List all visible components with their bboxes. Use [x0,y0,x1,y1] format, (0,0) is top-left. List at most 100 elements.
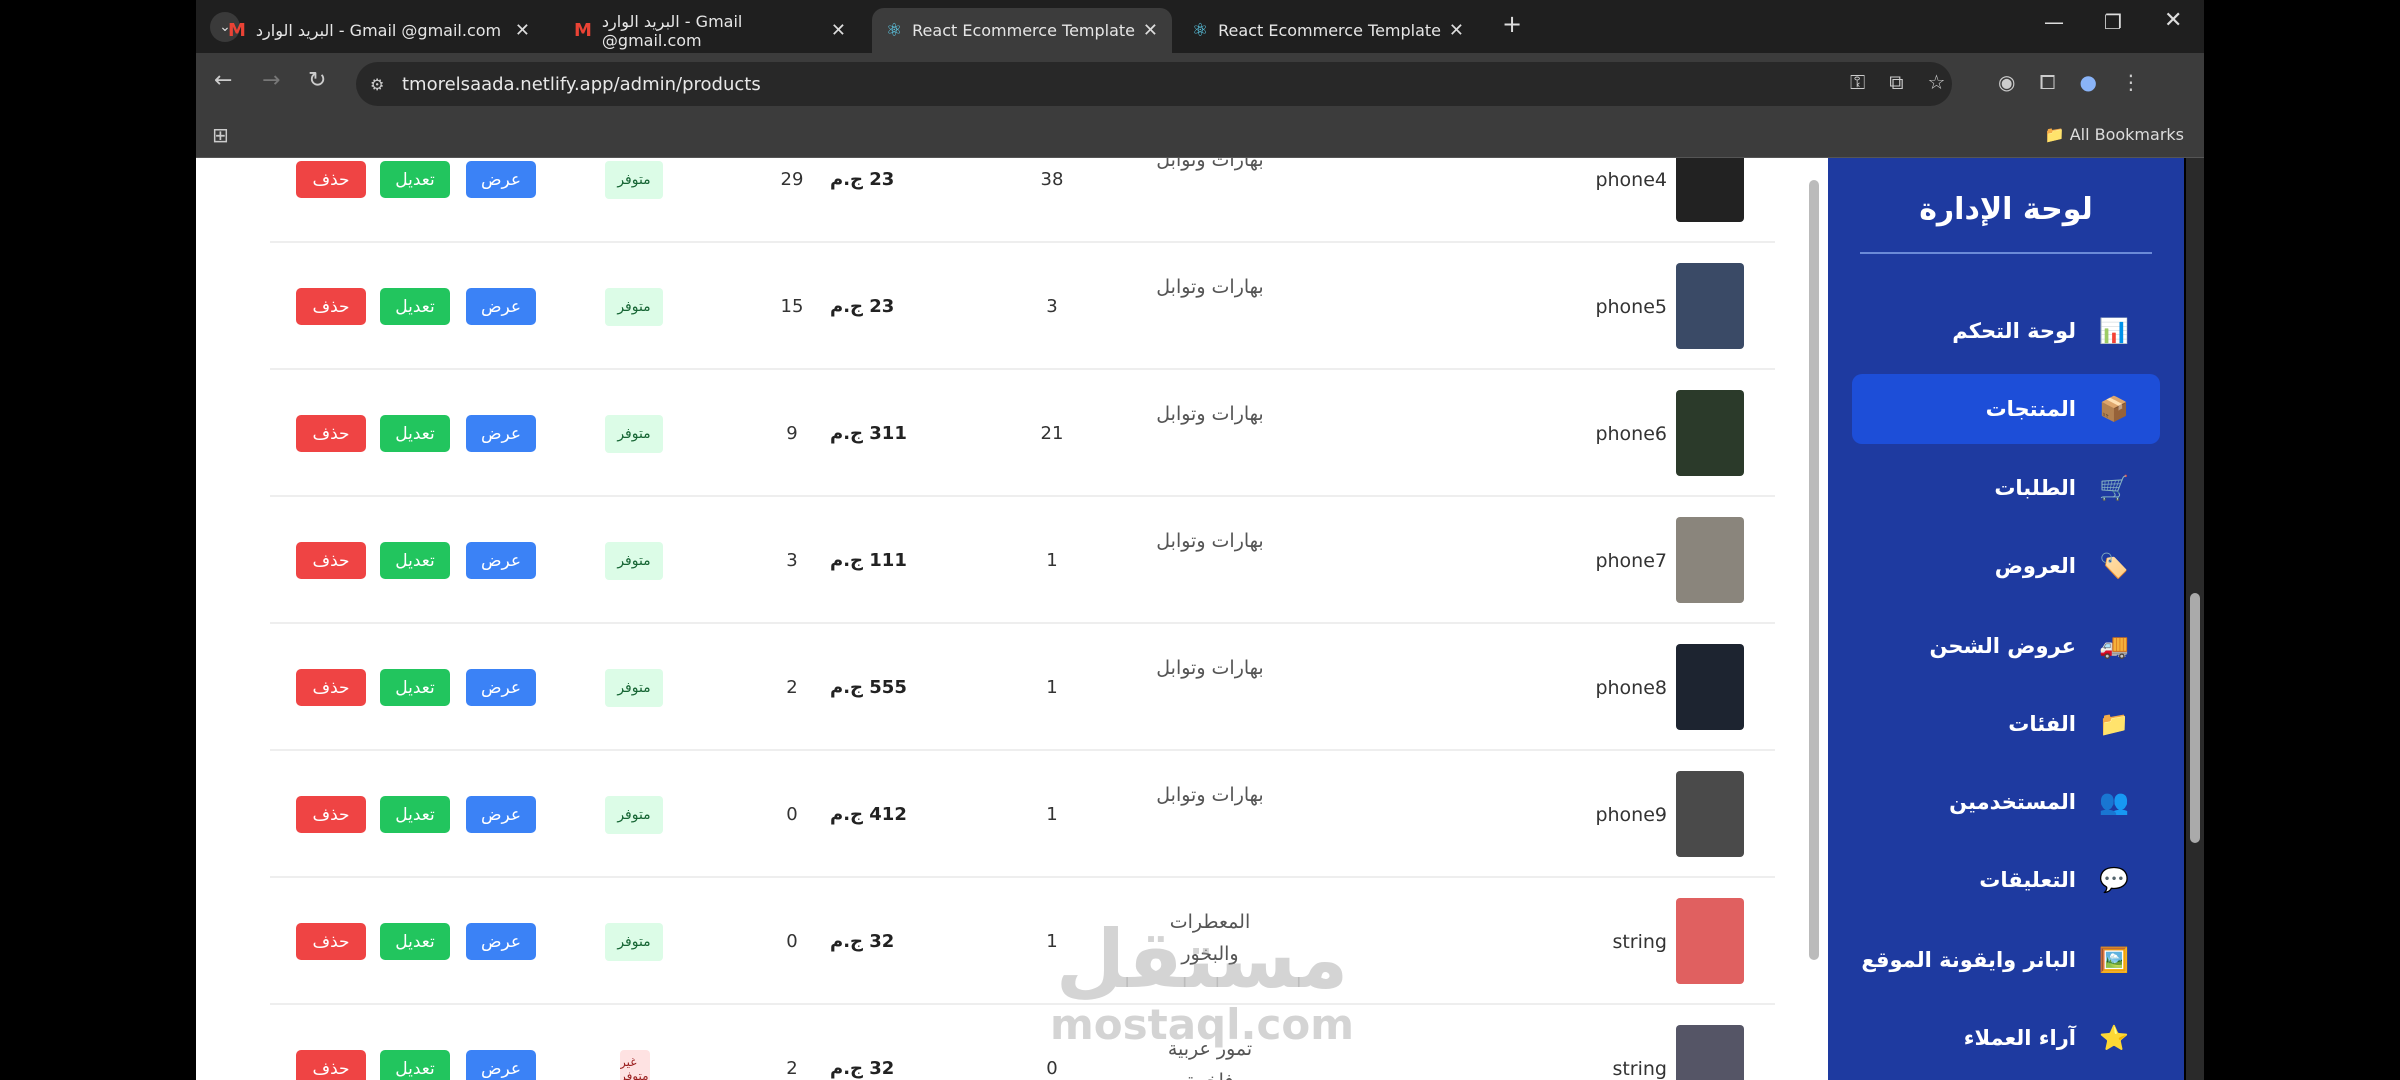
apps-grid-icon[interactable]: ⊞ [212,123,229,147]
status-badge: متوفر [605,669,663,707]
address-bar[interactable]: ⚙ tmorelsaada.netlify.app/admin/products [356,62,1952,106]
menu-icon[interactable]: ⋮ [2120,70,2141,94]
product-sold: 29 [780,169,804,190]
view-button[interactable]: عرض [466,542,536,579]
delete-button[interactable]: حذف [296,542,366,579]
sidebar-item[interactable]: آراء العملاء ⭐ [1852,1003,2160,1073]
sidebar-item-icon: 📦 [2099,395,2129,423]
sidebar-item[interactable]: عروض الشحن 🚚 [1852,611,2160,681]
tab-title: البريد الوارد - Gmail ‎‎@gmail.com [255,21,502,40]
profile-avatar[interactable]: ● [2079,70,2097,94]
product-category: بهارات وتوابل [1156,158,1264,171]
sidebar-item-label: عروض الشحن [1929,634,2076,658]
view-button[interactable]: عرض [466,796,536,833]
edit-button[interactable]: تعديل [380,288,450,325]
extensions-puzzle-icon[interactable]: ⧠ [2039,70,2056,94]
browser-tab[interactable]: M البريد الوارد - Gmail ‎‎@gmail.com ✕ [214,8,544,53]
product-name: phone7 [1595,549,1667,572]
close-tab-icon[interactable]: ✕ [514,20,530,41]
table-row: string المعطرات والبخور 1 32 ج.م 0 متوفر عرض تع… [270,878,1775,1005]
product-stock: 1 [1046,931,1058,952]
product-sold: 3 [786,550,798,571]
product-category: بهارات وتوابل [1156,276,1264,298]
page-scrollbar[interactable] [2186,158,2204,1080]
forward-icon[interactable]: → [262,68,281,93]
reload-icon[interactable]: ↻ [308,68,327,93]
delete-button[interactable]: حذف [296,923,366,960]
product-image [1676,263,1744,349]
product-category: تمور عربية فاخرة [1167,1038,1253,1080]
view-button[interactable]: عرض [466,923,536,960]
sidebar-item-label: المستخدمين [1949,790,2076,814]
view-button[interactable]: عرض [466,669,536,706]
sidebar-item-label: الطلبات [1994,476,2076,500]
maximize-button[interactable]: ❐ [2104,10,2122,34]
minimize-button[interactable]: — [2044,10,2064,34]
edit-button[interactable]: تعديل [380,161,450,198]
product-price: 32 ج.م [830,931,895,952]
sidebar-item[interactable]: الطلبات 🛒 [1852,453,2160,523]
sidebar-title: لوحة الإدارة [1919,192,2093,227]
delete-button[interactable]: حذف [296,288,366,325]
sidebar-item[interactable]: المستخدمين 👥 [1852,767,2160,837]
sidebar-item[interactable]: التعليقات 💬 [1852,845,2160,915]
sidebar-item-icon: ⭐ [2099,1024,2129,1052]
close-tab-icon[interactable]: ✕ [1142,20,1158,41]
tab-search-button[interactable]: ⌄ [210,12,240,42]
product-name: string [1612,1057,1667,1080]
sidebar-item[interactable]: البانر وايقونة الموقع 🖼️ [1852,925,2160,995]
edit-button[interactable]: تعديل [380,542,450,579]
view-button[interactable]: عرض [466,1050,536,1080]
sidebar-item[interactable]: لوحة التحكم 📊 [1852,296,2160,366]
react-icon: ⚛ [1192,20,1209,41]
browser-tab[interactable]: ⚛ React Ecommerce Template ✕ [872,8,1172,53]
product-price: 111 ج.م [830,550,907,571]
view-button[interactable]: عرض [466,288,536,325]
edit-button[interactable]: تعديل [380,415,450,452]
delete-button[interactable]: حذف [296,415,366,452]
status-badge: متوفر [605,796,663,834]
password-key-icon[interactable]: ⚿ [1850,70,1866,94]
install-app-icon[interactable]: ⧉ [1889,70,1904,94]
sidebar-item-icon: 📁 [2099,710,2129,738]
sidebar-item-icon: 👥 [2099,788,2129,816]
sidebar-item-label: العروض [1994,554,2076,578]
close-window-button[interactable]: ✕ [2164,8,2183,33]
content-scrollbar[interactable] [1806,170,1822,1070]
sidebar-item[interactable]: العروض 🏷️ [1852,531,2160,601]
edit-button[interactable]: تعديل [380,1050,450,1080]
browser-tab[interactable]: M البريد الوارد - Gmail ‎‎@gmail.com ✕ [560,8,860,53]
delete-button[interactable]: حذف [296,796,366,833]
status-badge: متوفر [605,161,663,199]
sidebar-item-label: الفئات [2008,712,2076,736]
sidebar-item[interactable]: الفئات 📁 [1852,689,2160,759]
product-stock: 38 [1040,169,1064,190]
edit-button[interactable]: تعديل [380,796,450,833]
delete-button[interactable]: حذف [296,161,366,198]
sidebar-item[interactable]: المنتجات 📦 [1852,374,2160,444]
close-tab-icon[interactable]: ✕ [830,20,846,41]
table-row: phone6 بهارات وتوابل 21 311 ج.م 9 متوفر عرض تعد… [270,370,1775,497]
close-tab-icon[interactable]: ✕ [1448,20,1464,41]
view-button[interactable]: عرض [466,161,536,198]
product-stock: 3 [1046,296,1058,317]
new-tab-button[interactable]: + [1502,10,1523,38]
products-page: phone4 بهارات وتوابل 38 23 ج.م 29 متوفر عرض تعد… [196,158,1828,1080]
edit-button[interactable]: تعديل [380,923,450,960]
table-row: phone7 بهارات وتوابل 1 111 ج.م 3 متوفر عرض تعدي… [270,497,1775,624]
view-button[interactable]: عرض [466,415,536,452]
product-price: 311 ج.م [830,423,907,444]
browser-tab[interactable]: ⚛ React Ecommerce Template ✕ [1178,8,1478,53]
back-icon[interactable]: ← [214,68,233,93]
bookmark-star-icon[interactable]: ☆ [1927,70,1946,94]
product-stock: 1 [1046,804,1058,825]
product-name: string [1612,930,1667,953]
extension-icon[interactable]: ◉ [1998,70,2016,94]
delete-button[interactable]: حذف [296,1050,366,1080]
delete-button[interactable]: حذف [296,669,366,706]
all-bookmarks-button[interactable]: 📁 All Bookmarks [2044,125,2184,144]
site-info-icon[interactable]: ⚙ [370,74,385,94]
gmail-icon: M [228,20,246,41]
sidebar-item-label: المنتجات [1985,397,2076,421]
edit-button[interactable]: تعديل [380,669,450,706]
